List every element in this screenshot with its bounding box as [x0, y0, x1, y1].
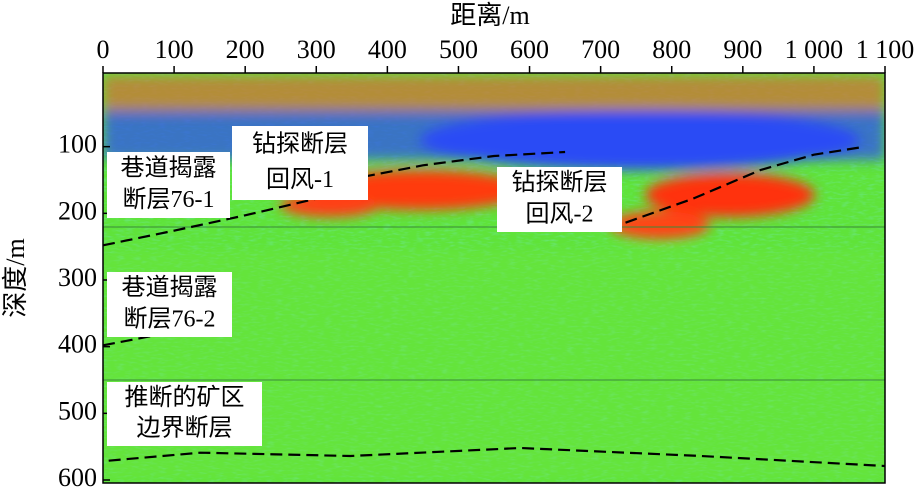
x-tick-label: 400: [368, 35, 407, 64]
annotation-text: 钻探断层: [252, 130, 348, 157]
annotation-text: 断层76-2: [124, 305, 216, 332]
annotation-text: 推断的矿区: [125, 384, 245, 411]
y-tick-label: 400: [58, 330, 97, 359]
annotation-box: [232, 126, 368, 200]
x-tick-label: 900: [723, 35, 762, 64]
x-tick-label: 800: [652, 35, 691, 64]
fault-line: [108, 446, 886, 468]
x-tick-label: 200: [226, 35, 265, 64]
y-tick-label: 100: [58, 130, 97, 159]
annotation-text: 边界断层: [137, 415, 233, 442]
x-tick-label: 600: [510, 35, 549, 64]
y-axis-title: 深度/m: [1, 238, 30, 317]
annotation-text: 回风-1: [266, 167, 334, 193]
annotation-text: 断层76-1: [123, 186, 215, 213]
x-tick-label: 700: [581, 35, 620, 64]
annotation-text: 巷道揭露: [122, 274, 218, 301]
x-tick-label: 1 100: [856, 35, 915, 64]
fault-line: [625, 146, 861, 224]
x-tick-label: 500: [439, 35, 478, 64]
annotation-box: [107, 272, 232, 337]
y-tick-label: 300: [58, 263, 97, 292]
annotation-box: [107, 152, 230, 218]
x-tick-label: 0: [97, 35, 110, 64]
profile-image: [103, 73, 885, 483]
x-tick-label: 100: [155, 35, 194, 64]
x-tick-label: 300: [297, 35, 336, 64]
y-tick-label: 500: [58, 396, 97, 425]
annotation-text: 巷道揭露: [121, 154, 217, 181]
x-tick-label: 1 000: [785, 35, 844, 64]
y-tick-label: 600: [58, 463, 97, 492]
annotation-box: [107, 382, 262, 446]
x-axis-title: 距离/m: [450, 1, 529, 30]
plot-frame: [102, 72, 886, 484]
y-tick-label: 200: [58, 196, 97, 225]
annotation-text: 回风-2: [526, 201, 594, 227]
annotation-text: 钻探断层: [512, 169, 608, 196]
annotation-box: [497, 167, 622, 232]
